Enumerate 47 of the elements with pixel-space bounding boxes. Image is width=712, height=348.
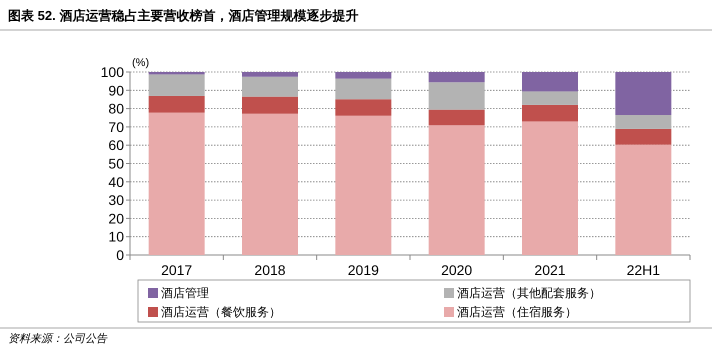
bar (335, 116, 392, 255)
x-tick-label: 2020 (441, 262, 472, 278)
y-tick-label: 80 (108, 100, 124, 117)
text: 资料来源：公司公告 (8, 332, 108, 345)
bar (615, 115, 672, 129)
y-axis-title: (%) (132, 57, 150, 69)
bar (522, 72, 578, 92)
bar (242, 114, 298, 255)
bar (148, 74, 205, 96)
bar (148, 96, 205, 113)
y-tick-label: 50 (108, 156, 124, 172)
legend-label: 酒店运营（其他配套服务） (457, 286, 601, 300)
x-tick-label: 2018 (254, 262, 286, 278)
bar (335, 72, 392, 79)
bar (522, 104, 578, 122)
bar (428, 110, 485, 126)
bar (522, 91, 578, 105)
legend-label: 酒店运营（住宿服务） (457, 305, 577, 319)
y-tick-label: 20 (108, 210, 124, 226)
bar (522, 121, 578, 255)
bar (428, 125, 485, 255)
x-tick-label: 2017 (161, 262, 192, 278)
bar (335, 99, 392, 116)
y-tick-label: 40 (108, 174, 124, 190)
bar (615, 144, 672, 255)
y-tick-label: 70 (108, 118, 124, 135)
bar (428, 82, 485, 110)
bar (242, 72, 298, 77)
bar (242, 96, 298, 114)
bar (428, 72, 485, 82)
x-tick-label: 2021 (534, 262, 566, 278)
x-tick-label: 22H1 (626, 262, 660, 278)
bar (615, 128, 672, 145)
y-tick-label: 100 (100, 64, 124, 80)
y-tick-label: 0 (116, 247, 124, 263)
y-tick-label: 30 (108, 192, 124, 208)
y-tick-label: 60 (108, 137, 124, 154)
bar (148, 112, 205, 255)
y-tick-label: 90 (108, 82, 124, 98)
x-tick-label: 2019 (348, 262, 380, 278)
bar (335, 78, 392, 100)
legend-label: 酒店管理 (161, 286, 209, 300)
legend-label: 酒店运营（餐饮服务） (161, 305, 281, 319)
bar (242, 76, 298, 97)
chart-title: 图表 52. 酒店运营稳占主要营收榜首，酒店管理规模逐步提升 (8, 8, 358, 23)
y-tick-label: 10 (108, 228, 124, 245)
bar (615, 72, 672, 116)
